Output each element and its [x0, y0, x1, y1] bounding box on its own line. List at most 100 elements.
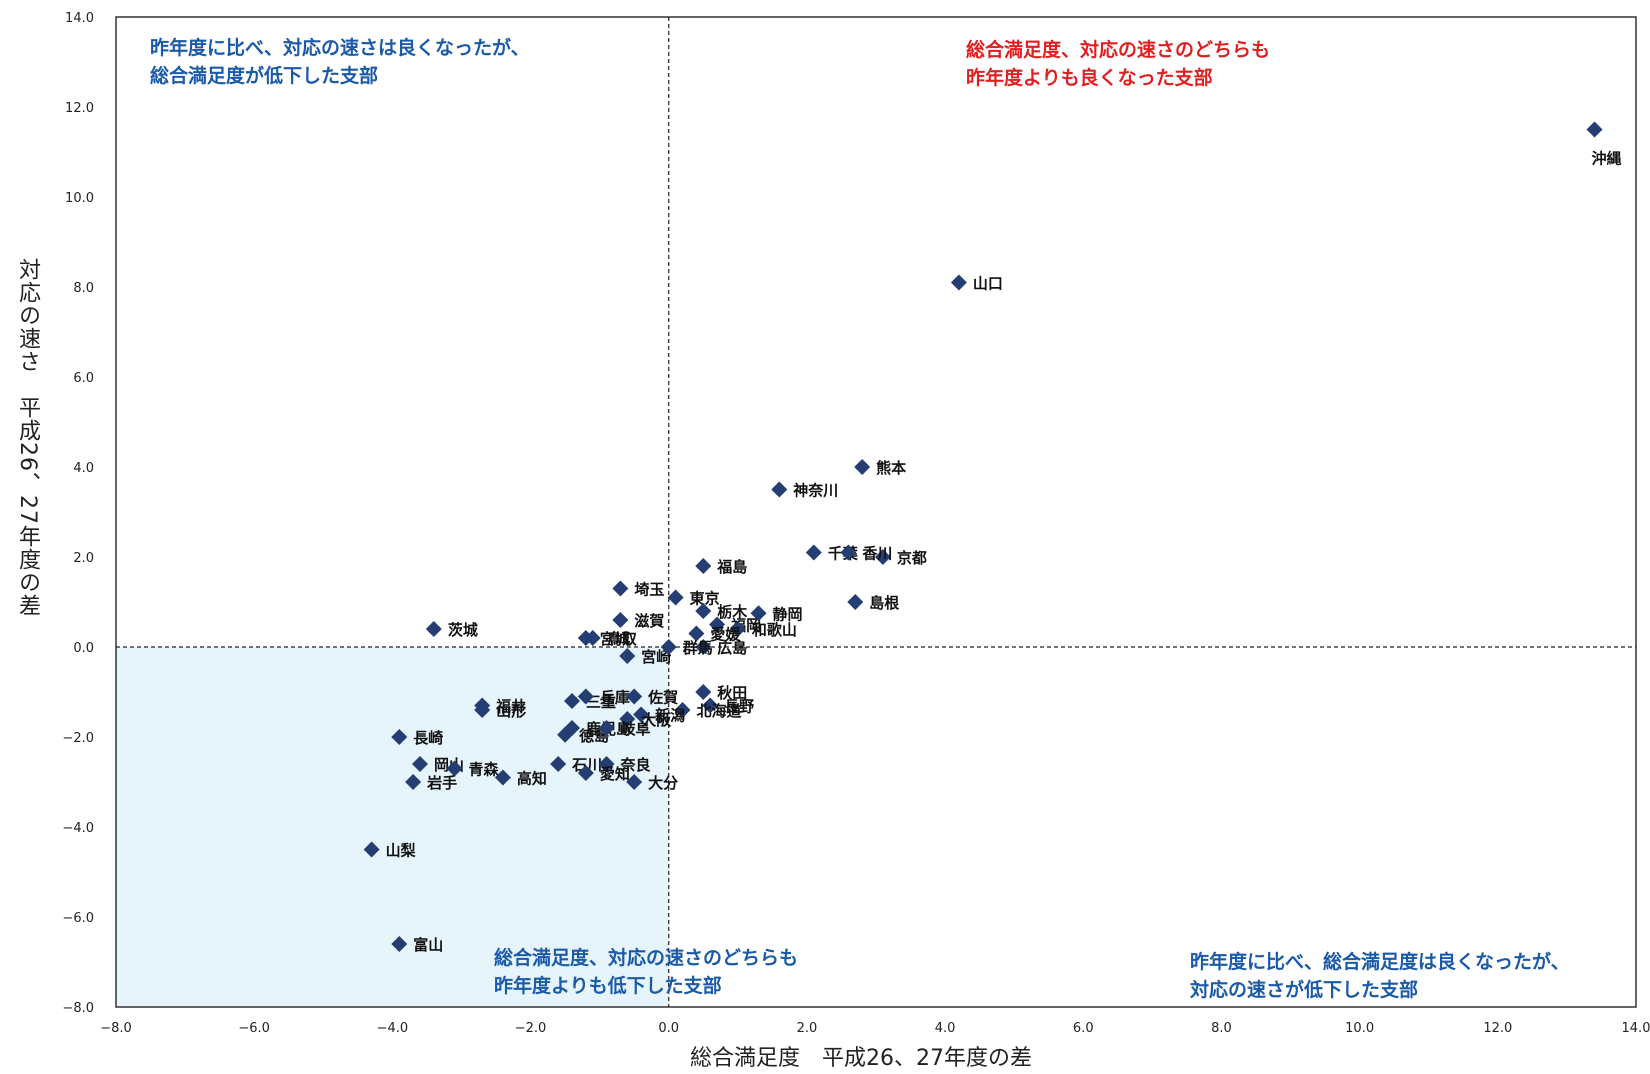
data-point-label: 三重 — [586, 693, 616, 711]
annotation-line: 総合満足度が低下した支部 — [150, 65, 379, 87]
data-point-marker — [612, 580, 629, 597]
data-point-label: 徳島 — [578, 727, 609, 745]
data-point-marker — [412, 756, 428, 772]
x-axis-title: 総合満足度 平成26、27年度の差 — [690, 1046, 1032, 1071]
data-point-marker — [667, 589, 684, 606]
data-point-label: 岐阜 — [621, 720, 651, 738]
data-point-label: 島根 — [869, 594, 899, 612]
data-point-marker — [474, 702, 491, 718]
x-tick-label: 10.0 — [1345, 1021, 1374, 1036]
data-point-marker — [750, 605, 767, 622]
data-point-label: 奈良 — [620, 756, 651, 774]
y-tick-label: 0.0 — [73, 641, 94, 656]
y-tick-label: −2.0 — [62, 731, 94, 746]
x-axis-ticks: −8.0 −6.0 −4.0 −2.0 0.0 2.0 4.0 6.0 8.0 10.0 12.0 1… — [100, 1021, 1650, 1036]
data-point-marker — [626, 688, 643, 705]
data-point-label: 滋賀 — [634, 612, 664, 630]
data-point-label: 山梨 — [386, 842, 416, 860]
data-point-label: 長崎 — [413, 729, 443, 747]
x-tick-label: −6.0 — [238, 1021, 270, 1036]
data-point-label: 熊本 — [876, 459, 906, 477]
data-point-marker — [584, 630, 601, 646]
data-point-marker — [874, 549, 891, 565]
data-point-label: 宮崎 — [641, 648, 671, 666]
data-point-label: 静岡 — [773, 605, 803, 623]
data-point-label: 石川 — [571, 756, 602, 774]
annotation-line: 昨年度よりも低下した支部 — [494, 975, 722, 997]
data-point-marker — [695, 639, 712, 655]
data-point-marker — [854, 459, 871, 475]
data-point-label: 兵庫 — [600, 689, 630, 707]
data-point-label: 栃木 — [717, 603, 748, 621]
x-tick-label: −2.0 — [515, 1021, 547, 1036]
data-point-label: 愛媛 — [710, 626, 741, 644]
data-point-label: 大分 — [648, 774, 678, 792]
x-tick-label: 12.0 — [1483, 1021, 1512, 1036]
data-point-marker — [695, 603, 712, 619]
data-point-label: 神奈川 — [793, 482, 838, 500]
shaded-quadrant — [116, 647, 669, 1007]
data-point-marker — [729, 621, 746, 637]
data-point-marker — [633, 706, 650, 723]
data-point-label: 福島 — [716, 558, 747, 576]
data-point-label: 青森 — [469, 761, 500, 779]
data-point-label: 鳥取 — [607, 630, 638, 648]
x-tick-label: 14.0 — [1622, 1021, 1650, 1036]
data-point-label: 秋田 — [717, 684, 747, 702]
data-point-label: 岩手 — [426, 774, 457, 792]
data-point-label: 愛知 — [600, 765, 630, 783]
data-point-label: 山口 — [973, 275, 1003, 293]
annotation-bottom-left: 総合満足度、対応の速さのどちらも 昨年度よりも低下した支部 — [494, 944, 798, 1000]
y-tick-label: −8.0 — [62, 1001, 94, 1016]
data-point-label: 富山 — [413, 936, 443, 954]
data-point-marker — [950, 274, 967, 291]
y-tick-label: −4.0 — [62, 821, 94, 836]
data-point-marker — [577, 765, 594, 781]
data-point-label: 高知 — [517, 770, 547, 788]
data-point-marker — [425, 621, 442, 637]
data-point-marker — [550, 756, 567, 772]
annotation-top-right: 総合満足度、対応の速さのどちらも 昨年度よりも良くなった支部 — [966, 36, 1270, 92]
data-point-label: 宮城 — [600, 630, 630, 648]
data-point-marker — [391, 936, 408, 952]
data-point-marker — [771, 481, 788, 498]
data-point-label: 群馬 — [683, 639, 713, 657]
data-point-marker — [612, 612, 629, 628]
y-tick-label: 4.0 — [73, 461, 94, 476]
data-point-marker — [405, 774, 422, 790]
y-axis-title: 対応の速さ 平成26、27年度の差 — [15, 258, 40, 617]
y-tick-label: 2.0 — [73, 551, 94, 566]
annotation-line: 昨年度よりも良くなった支部 — [966, 67, 1213, 89]
data-point-marker — [702, 697, 719, 714]
y-tick-label: 14.0 — [65, 11, 94, 26]
x-tick-label: 8.0 — [1211, 1021, 1232, 1036]
data-point-marker — [626, 774, 643, 790]
data-point-label: 沖縄 — [1592, 150, 1622, 168]
y-axis-ticks: 14.0 12.0 10.0 8.0 6.0 4.0 2.0 0.0 −2.0 −4.0 −6.0 −… — [62, 11, 94, 1016]
data-point-marker — [709, 616, 726, 633]
data-point-marker — [840, 544, 857, 561]
data-point-label: 大阪 — [641, 711, 672, 729]
data-point-marker — [494, 769, 511, 786]
data-point-label: 香川 — [862, 545, 892, 563]
y-tick-label: 10.0 — [65, 191, 94, 206]
data-point-label: 新潟 — [655, 707, 685, 725]
annotation-line: 総合満足度、対応の速さのどちらも — [494, 947, 799, 969]
data-point-label: 福井 — [495, 698, 526, 716]
data-point-label: 北海道 — [697, 702, 742, 720]
annotation-bottom-right: 昨年度に比べ、総合満足度は良くなったが、 対応の速さが低下した支部 — [1190, 948, 1570, 1004]
data-point-marker — [695, 558, 712, 574]
data-point-label: 長野 — [724, 698, 754, 716]
data-point-label: 和歌山 — [752, 621, 797, 639]
annotation-line: 昨年度に比べ、総合満足度は良くなったが、 — [1190, 951, 1570, 973]
data-point-marker — [695, 684, 712, 700]
annotation-top-left: 昨年度に比べ、対応の速さは良くなったが、 総合満足度が低下した支部 — [150, 34, 530, 90]
data-point-label: 山形 — [496, 702, 526, 720]
data-point-marker — [557, 726, 574, 743]
x-tick-label: −4.0 — [377, 1021, 409, 1036]
data-point-marker — [619, 648, 636, 664]
data-point-label: 東京 — [690, 590, 720, 608]
data-point-marker — [847, 594, 864, 610]
x-tick-label: 0.0 — [658, 1021, 679, 1036]
